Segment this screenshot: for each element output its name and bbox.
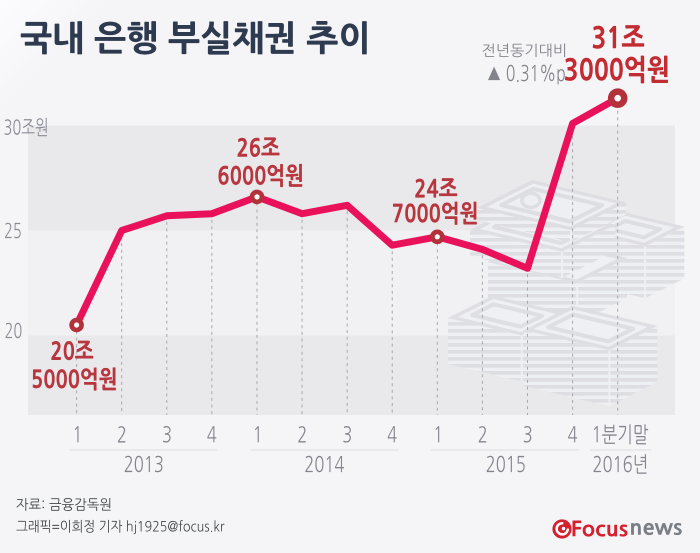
year-1-glyphs — [305, 455, 344, 473]
npl-series-line — [73, 94, 622, 329]
year-0-glyphs — [124, 455, 163, 473]
xtick-3-glyphs — [207, 426, 217, 443]
title-text-glyphs — [20, 20, 367, 55]
ytick-20-glyphs — [5, 322, 22, 339]
marker-core-q0 — [74, 322, 80, 328]
xtick-7-glyphs — [387, 426, 397, 443]
marker-core-q4 — [254, 194, 260, 200]
year-2-glyphs — [486, 455, 525, 473]
focusnews-logo-icon[interactable] — [552, 519, 572, 539]
delta-value-glyphs — [487, 64, 565, 85]
year-3-glyphs — [593, 454, 647, 474]
ytick-25-glyphs — [5, 222, 21, 239]
xtick-11-glyphs — [568, 426, 578, 443]
xtick-1-glyphs — [117, 426, 126, 443]
xtick-6-glyphs — [343, 426, 351, 443]
ann-3-line1-glyphs — [592, 25, 645, 49]
xtick-5-glyphs — [298, 426, 306, 443]
marker-core-q12 — [614, 94, 621, 102]
xtick-2-glyphs — [163, 426, 171, 443]
source-text-glyphs — [16, 497, 111, 511]
xtick-0-glyphs — [74, 426, 79, 443]
credit-text-glyphs — [16, 519, 225, 535]
series-markers — [69, 88, 628, 333]
marker-core-q8 — [434, 234, 440, 240]
xtick-4-glyphs — [255, 426, 259, 443]
xtick-12-glyphs — [593, 424, 649, 445]
quarter-guides — [76, 104, 619, 415]
delta-label-glyphs — [482, 43, 566, 58]
xtick-9-glyphs — [478, 426, 487, 443]
xtick-8-glyphs — [435, 426, 440, 443]
logo-brand-glyphs — [572, 520, 628, 537]
logo-suffix-glyphs — [631, 522, 682, 536]
xtick-10-glyphs — [523, 426, 532, 443]
ann-3-line2-glyphs — [564, 55, 668, 84]
